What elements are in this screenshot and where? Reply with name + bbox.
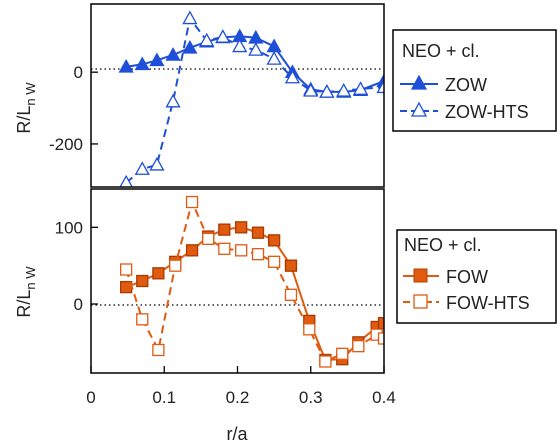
series-zow-line (126, 35, 384, 93)
top-y-axis-label: R/Ln W (14, 82, 38, 134)
series-zow-hts-point (284, 69, 301, 84)
series-zow-hts-point (303, 82, 319, 97)
series-fow-hts-point (251, 248, 265, 261)
bottom-y-ticks: 100 0 (55, 218, 98, 314)
series-fow-point (251, 226, 265, 239)
top-series-group (118, 10, 384, 187)
series-fow-hts-point (152, 343, 165, 357)
top-legend: NEO + cl. ZOW ZOW-HTS (392, 29, 557, 132)
series-fow-hts-point (267, 255, 281, 268)
series-zow-hts-point (134, 161, 150, 175)
series-fow-line (125, 226, 384, 362)
series-zow-hts-point (248, 42, 264, 56)
series-zow-point (165, 47, 181, 61)
bottom-legend-title: NEO + cl. (404, 235, 482, 255)
series-zow-hts-point (182, 10, 198, 25)
series-fow-point (136, 274, 149, 288)
series-fow-hts-point (218, 242, 231, 255)
top-y-tick-label: -200 (49, 135, 83, 154)
legend-fow-hts-label: FOW-HTS (446, 293, 530, 313)
series-fow-hts-point (136, 313, 149, 326)
legend-zow-label: ZOW (445, 75, 487, 95)
top-y-tick-label: 0 (74, 63, 83, 82)
bottom-panel: 100 0 0 0.1 0.2 0.3 0.4 R/Ln W r/a (14, 188, 396, 444)
legend-zow-marker (410, 74, 428, 90)
series-zow-point (134, 56, 150, 71)
x-tick-label: 0.1 (152, 388, 176, 407)
legend-fow-label: FOW (446, 267, 488, 287)
legend-zow-hts-marker (410, 101, 428, 117)
x-tick-label: 0 (86, 388, 95, 407)
series-zow-hts-point (165, 93, 181, 108)
series-zow-point (118, 58, 134, 73)
legend-fow-marker (413, 268, 428, 283)
x-tick-label: 0.2 (226, 388, 250, 407)
x-tick-label: 0.4 (372, 388, 396, 407)
bottom-y-axis-label: R/Ln W (14, 266, 38, 318)
top-panel: 0 -200 R/Ln W (14, 3, 385, 188)
series-fow-hts-point (235, 244, 248, 257)
bottom-plot-frame (90, 188, 385, 374)
series-fow-point (218, 223, 231, 236)
series-zow-hts-line (125, 16, 384, 184)
series-zow-hts-point (199, 32, 215, 47)
series-zow-point (149, 52, 165, 67)
series-fow-hts-point (284, 288, 298, 301)
series-fow-hts-point (303, 323, 316, 336)
series-fow-hts-point (336, 347, 349, 360)
top-y-ticks: 0 -200 (49, 63, 98, 154)
series-zow-hts-point (215, 29, 231, 43)
bottom-y-tick-label: 100 (55, 218, 83, 237)
series-fow-hts-line (125, 198, 384, 363)
series-zow-point (182, 39, 198, 54)
top-legend-title: NEO + cl. (402, 41, 480, 61)
legend-fow-hts-marker (413, 294, 428, 309)
bottom-series-group (120, 195, 384, 368)
bottom-legend: NEO + cl. FOW FOW-HTS (396, 229, 557, 324)
bottom-y-tick-label: 0 (74, 295, 83, 314)
x-tick-label: 0.3 (299, 388, 323, 407)
series-fow-hts-point (319, 355, 332, 368)
series-zow-hts-point (352, 81, 369, 95)
series-fow-hts-point (377, 332, 384, 345)
series-zow-hts-point (266, 51, 282, 65)
top-plot-frame (90, 3, 385, 188)
series-fow-hts-point (169, 259, 182, 272)
x-axis-label: r/a (226, 424, 248, 444)
series-fow-hts-point (352, 340, 365, 353)
series-fow-hts-point (185, 195, 199, 209)
series-fow-point (185, 244, 199, 257)
series-fow-hts-point (202, 232, 215, 245)
series-fow-point (152, 267, 165, 280)
series-zow-hts-point (376, 79, 384, 94)
series-zow-hts-point (119, 174, 133, 187)
series-zow-hts-point (319, 84, 335, 98)
series-fow-hts-point (120, 263, 133, 276)
bottom-x-ticks: 0 0.1 0.2 0.3 0.4 (86, 366, 396, 407)
series-zow-hts-point (149, 156, 165, 171)
series-fow-point (235, 221, 248, 234)
series-zow-hts-point (232, 38, 248, 53)
series-fow-point (284, 259, 298, 272)
legend-zow-hts-label: ZOW-HTS (445, 102, 529, 122)
series-zow-hts-point (336, 82, 352, 97)
series-fow-point (267, 234, 281, 247)
series-zow-point (266, 38, 282, 53)
series-fow-point (377, 317, 384, 330)
